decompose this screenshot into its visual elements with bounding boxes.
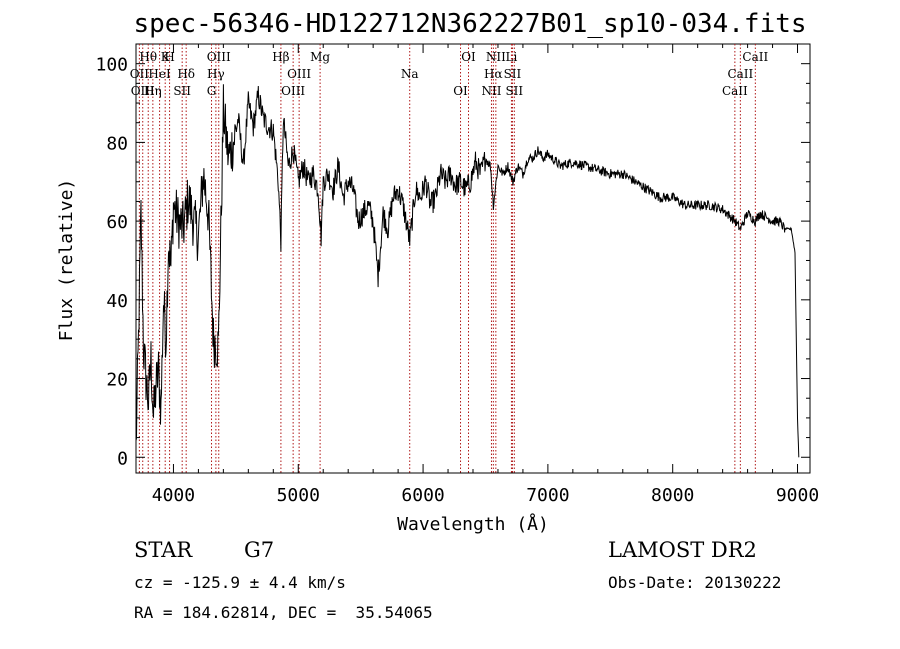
spectral-line-label: HeI	[148, 67, 171, 81]
x-tick-label: 6000	[401, 485, 444, 506]
spectral-line-label: SII	[505, 84, 523, 98]
spectral-line-label: Li	[506, 50, 518, 64]
y-tick-label: 100	[95, 55, 128, 76]
y-tick-label: 0	[117, 448, 128, 469]
spectral-line-label: OIII	[281, 84, 305, 98]
survey-name: LAMOST DR2	[608, 538, 757, 562]
spectral-line-label: SII	[173, 84, 191, 98]
spectral-line-label: K	[161, 50, 171, 64]
spectral-line-label: G	[207, 84, 217, 98]
spectral-line-label: Hγ	[207, 67, 225, 81]
spectral-line-label: Hα	[484, 67, 503, 81]
spectral-line-label: CaII	[727, 67, 753, 81]
spectral-line-label: H	[164, 50, 174, 64]
y-axis-label: Flux (relative)	[56, 179, 77, 342]
spectral-line-labels: Hθ OII OIII K HeI Hη HHδ SII OIII Hγ G Hβ OIII OIII Mg…	[130, 50, 769, 98]
spectral-line-label: NII	[481, 84, 501, 98]
y-tick-label: 20	[106, 370, 128, 391]
series-layer	[135, 84, 800, 458]
spectral-line-label: Hη	[144, 84, 162, 98]
x-tick-label: 8000	[651, 485, 694, 506]
spectral-line-label: OI	[461, 50, 476, 64]
spectral-line-label: NII	[486, 50, 506, 64]
spectral-line-label: OIII	[207, 50, 231, 64]
spectral-line-label: OIII	[131, 84, 155, 98]
y-tick-label: 40	[106, 291, 128, 312]
spectral-lines-layer	[138, 44, 756, 473]
spectral-line-label: OI	[453, 84, 468, 98]
flux-series-line	[135, 84, 800, 458]
spectral-line-label: CaII	[722, 84, 748, 98]
chart-title: spec-56346-HD122712N362227B01_sp10-034.f…	[133, 9, 806, 39]
spectral-line-label: Na	[401, 67, 419, 81]
spectral-subclass: G7	[244, 538, 275, 562]
x-tick-label: 7000	[526, 485, 569, 506]
x-axis-label: Wavelength (Å)	[397, 513, 549, 535]
coordinates: RA = 184.62814, DEC = 35.54065	[134, 603, 433, 622]
spectral-line-label: Hβ	[272, 50, 289, 64]
spectral-line-label: OIII	[287, 67, 311, 81]
redshift-velocity: cz = -125.9 ± 4.4 km/s	[134, 573, 346, 592]
spectral-line-label: Hθ	[139, 50, 157, 64]
spectral-line-label: OII	[130, 67, 150, 81]
spectral-line-label: CaII	[742, 50, 768, 64]
spectral-line-label: SII	[504, 67, 522, 81]
spectral-line-label: Hδ	[177, 67, 195, 81]
x-tick-label: 9000	[776, 485, 819, 506]
x-tick-label: 4000	[152, 485, 195, 506]
y-tick-label: 60	[106, 212, 128, 233]
spectral-line-label: Mg	[310, 50, 330, 64]
plot-frame	[135, 43, 811, 474]
object-type: STAR	[134, 538, 193, 562]
y-tick-label: 80	[106, 133, 128, 154]
x-tick-label: 5000	[277, 485, 320, 506]
observation-date: Obs-Date: 20130222	[608, 573, 782, 592]
axes-layer: 4000 5000 6000 7000 8000 9000 0 20 40 60 80 100	[95, 44, 819, 506]
